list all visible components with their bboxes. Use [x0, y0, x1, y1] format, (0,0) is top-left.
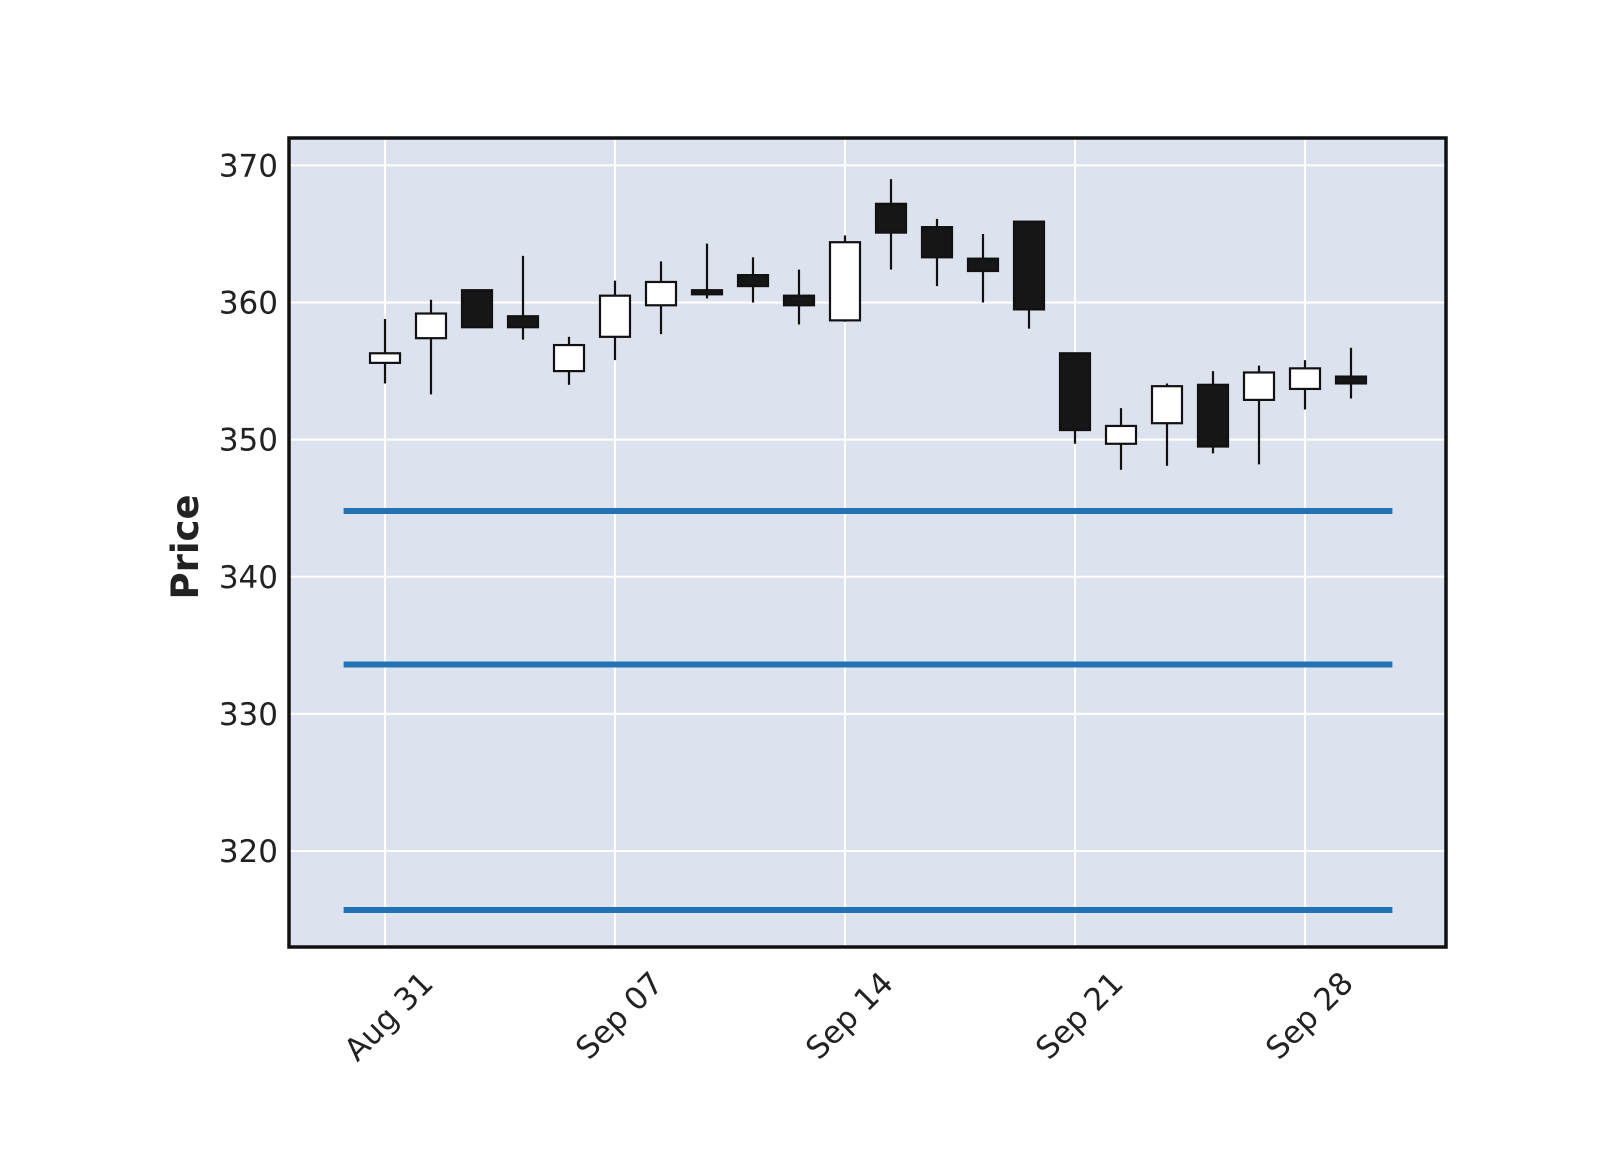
candle-body [920, 226, 954, 259]
candle [460, 289, 494, 329]
x-tick-label: Sep 07 [569, 965, 671, 1067]
plot-background [289, 138, 1446, 947]
candle [1012, 220, 1046, 329]
candle-body [966, 257, 1000, 273]
candle-body [1104, 424, 1138, 445]
candle [736, 257, 770, 303]
candle [1288, 360, 1322, 410]
candle-body [1058, 352, 1092, 432]
candle [506, 255, 540, 340]
candle-body [414, 312, 448, 340]
candle-body [1242, 371, 1276, 401]
candle-body [736, 274, 770, 288]
candle-body [460, 289, 494, 329]
y-tick-label: 350 [219, 423, 278, 459]
plot-frame [287, 136, 1448, 949]
y-tick-label: 370 [219, 148, 278, 184]
candle [1334, 347, 1368, 399]
candle [1242, 365, 1276, 465]
candle-body [1196, 383, 1230, 448]
candle [552, 336, 586, 385]
candle [644, 261, 678, 335]
candle-body [598, 294, 632, 338]
candle-body [506, 315, 540, 329]
x-tick-label: Aug 31 [338, 965, 441, 1068]
x-tick-label: Sep 21 [1029, 965, 1131, 1067]
x-tick-label: Sep 28 [1259, 965, 1361, 1067]
candle-body [644, 280, 678, 307]
candle [1104, 408, 1138, 470]
candle-body [782, 294, 816, 307]
horizontal-lines [343, 507, 1393, 913]
candle [690, 243, 724, 299]
candle [1150, 383, 1184, 466]
candle-body [690, 289, 724, 296]
candle [828, 235, 862, 322]
candle-body [1012, 220, 1046, 311]
candle-body [1150, 385, 1184, 425]
y-axis-label: Price [164, 494, 207, 599]
candle-body [552, 343, 586, 373]
y-tick-label: 360 [219, 286, 278, 322]
candle-body [1288, 367, 1322, 391]
candle [598, 280, 632, 361]
candle [920, 218, 954, 287]
candle-body [1334, 375, 1368, 385]
candle [1058, 352, 1092, 444]
candle-body [874, 202, 908, 234]
candle-body [828, 241, 862, 322]
candle [966, 233, 1000, 303]
y-tick-label: 340 [219, 560, 278, 596]
candle [874, 179, 908, 270]
x-tick-label: Sep 14 [799, 965, 901, 1067]
candle [782, 269, 816, 325]
candle [1196, 371, 1230, 454]
candle [414, 299, 448, 395]
y-tick-label: 320 [219, 834, 278, 870]
candle [368, 318, 402, 384]
y-tick-labels: 320 330 340 350 360 370 [219, 148, 278, 870]
grid-lines [289, 138, 1446, 947]
y-tick-label: 330 [219, 697, 278, 733]
candle-body [368, 352, 402, 364]
x-tick-labels: Aug 31 Sep 07 Sep 14 Sep 21 Sep 28 [338, 965, 1361, 1068]
candles [368, 179, 1368, 470]
